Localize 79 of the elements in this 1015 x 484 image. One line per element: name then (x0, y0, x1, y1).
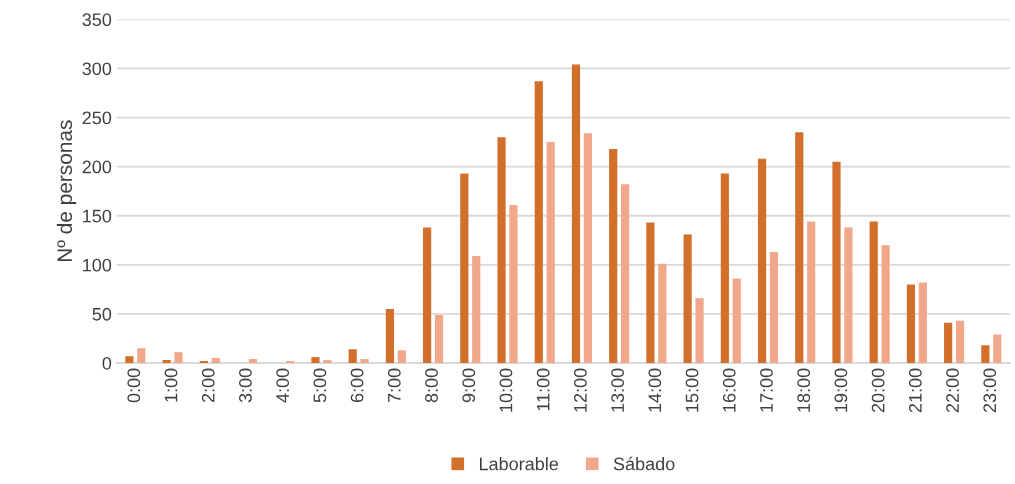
x-tick-label: 22:00 (946, 368, 959, 413)
x-tick-label: 0:00 (127, 368, 141, 403)
bar (174, 352, 183, 363)
x-tick-label: 9:00 (462, 368, 476, 403)
bar (397, 350, 406, 363)
bar (546, 142, 555, 363)
bar (434, 314, 444, 363)
bar (732, 278, 741, 363)
x-tick-label: 14:00 (648, 368, 662, 412)
bar (757, 158, 767, 363)
x-tick-label: 10:00 (499, 368, 513, 412)
x-tick-label: 8:00 (425, 368, 438, 403)
y-tick-label: 300 (82, 62, 112, 76)
bar (683, 234, 692, 363)
x-tick-label: 13:00 (611, 368, 624, 412)
bar (472, 255, 481, 363)
bar (844, 227, 853, 363)
bar (769, 252, 779, 363)
bar (658, 263, 667, 363)
bar (993, 334, 1002, 363)
x-tick-label: 21:00 (908, 368, 922, 413)
bar (311, 357, 320, 363)
bar (162, 360, 171, 363)
bar (360, 359, 369, 363)
bar (906, 284, 916, 363)
bar (646, 222, 655, 363)
bar (509, 204, 518, 363)
x-tick-label: 20:00 (871, 368, 885, 413)
y-tick-label: 50 (92, 307, 112, 321)
bar (423, 227, 432, 363)
bar (385, 309, 394, 363)
bar (869, 221, 878, 363)
x-tick-label: 4:00 (276, 368, 290, 403)
bar (460, 173, 469, 363)
bar (248, 359, 258, 363)
x-tick-label: 11:00 (536, 368, 550, 411)
bar (795, 132, 804, 363)
bar (583, 133, 592, 363)
bar (323, 360, 332, 363)
y-tick-label: 150 (83, 209, 112, 223)
x-tick-label: 6:00 (350, 368, 364, 403)
bar (955, 320, 965, 363)
bar (918, 282, 927, 363)
bar (832, 161, 841, 363)
bar (211, 358, 220, 363)
bar (881, 245, 890, 363)
legend-label: Laborable (479, 457, 559, 471)
x-tick-label: 17:00 (760, 368, 773, 412)
bar (981, 345, 990, 363)
x-tick-label: 12:00 (573, 368, 587, 412)
y-tick-label: 100 (83, 258, 112, 272)
bar (621, 184, 630, 363)
x-tick-label: 18:00 (797, 368, 811, 412)
bar (609, 148, 618, 363)
x-tick-label: 3:00 (239, 368, 252, 403)
x-tick-label: 5:00 (313, 368, 327, 403)
x-tick-label: 23:00 (983, 368, 997, 413)
y-tick-label: 200 (82, 160, 112, 174)
bar (807, 221, 816, 363)
bar (944, 322, 953, 363)
x-tick-label: 19:00 (834, 368, 848, 412)
bar (125, 356, 134, 363)
x-tick-label: 16:00 (722, 368, 736, 412)
x-tick-label: 7:00 (387, 368, 401, 403)
bar (348, 349, 357, 363)
bar (137, 348, 146, 363)
x-tick-label: 2:00 (201, 368, 215, 403)
y-tick-label: 350 (82, 13, 112, 27)
y-tick-label: 0 (102, 356, 112, 370)
x-tick-label: 15:00 (685, 368, 699, 412)
bar (720, 173, 729, 363)
y-axis-title: Nº de personas (56, 120, 77, 262)
bar (497, 137, 506, 363)
legend-label: Sábado (613, 456, 675, 471)
bar (695, 298, 704, 363)
bar (571, 64, 581, 363)
y-tick-label: 250 (82, 111, 112, 125)
bar (534, 81, 543, 363)
x-tick-label: 1:00 (164, 368, 178, 402)
